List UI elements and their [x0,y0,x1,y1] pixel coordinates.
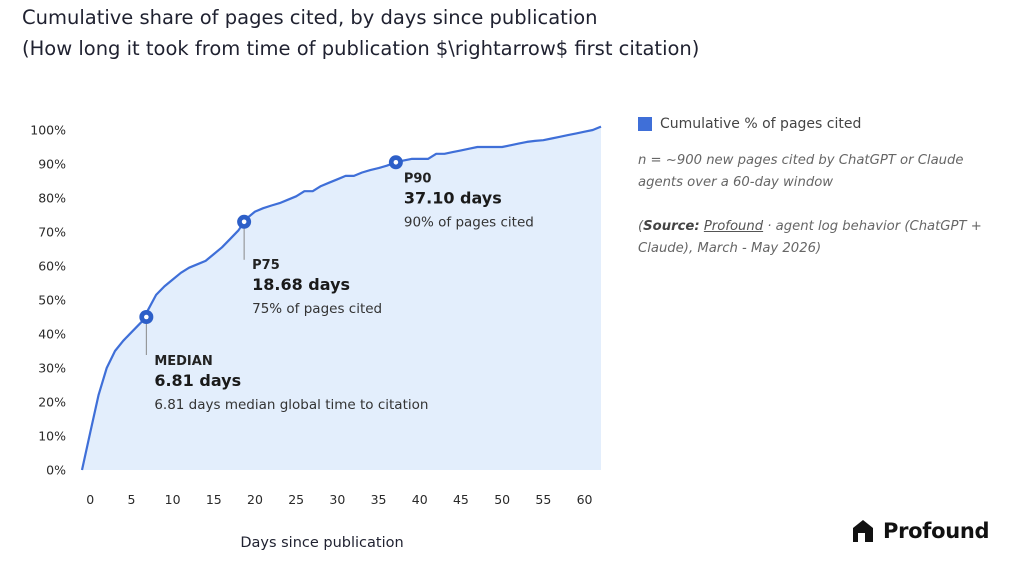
annotation-description: 75% of pages cited [252,301,382,317]
annotation-value: 18.68 days [252,275,350,294]
x-tick-label: 50 [494,492,510,507]
x-tick-label: 45 [453,492,469,507]
y-tick-label: 100% [30,123,66,138]
x-tick-label: 5 [127,492,135,507]
x-tick-label: 30 [329,492,345,507]
tick-layer: 0% 10% 20% 30% 40% 50% 60% 70% 80% 90% 100% 0 5 10 15 2… [30,123,592,508]
annotation-description: 90% of pages cited [404,214,534,230]
x-tick-label: 0 [86,492,94,507]
legend-label: Cumulative % of pages cited [660,116,862,132]
x-tick-label: 40 [412,492,428,507]
annotation-label: P75 [252,258,280,273]
annotation-label: P90 [404,171,432,186]
x-tick-label: 15 [206,492,222,507]
legend: Cumulative % of pages cited [638,116,861,132]
series-line [80,125,602,471]
annotation-description: 6.81 days median global time to citation [154,397,428,413]
sample-note: n = ~900 new pages cited by ChatGPT or C… [638,153,964,190]
x-tick-label: 20 [247,492,263,507]
annotation-marker-center [144,314,149,320]
annotation-marker-center [241,219,247,225]
annotation-marker-center [393,160,399,165]
y-tick-label: 60% [38,259,66,274]
x-tick-label: 25 [288,492,304,507]
source-label: Source: [643,219,700,234]
y-tick-label: 10% [38,429,66,444]
area-layer [80,125,602,471]
profound-logo-icon [853,520,873,542]
y-tick-label: 70% [38,225,66,240]
source-link[interactable]: Profound [703,219,764,234]
annotation-label: MEDIAN [154,354,212,369]
annotation-layer: MEDIAN 6.81 days 6.81 days median global t… [139,155,534,413]
legend-swatch [638,117,652,131]
y-tick-label: 0% [46,463,66,478]
area-fill [82,126,601,470]
y-tick-label: 40% [38,327,66,342]
y-tick-label: 90% [38,157,66,172]
chart-subtitle: (How long it took from time of publicati… [22,37,700,60]
y-tick-label: 50% [38,293,66,308]
source-detail: · agent log behavior (ChatGPT + Claude),… [638,219,982,256]
y-tick-label: 80% [38,191,66,206]
brand-name: Profound [883,519,990,543]
x-axis-title: Days since publication [240,535,403,551]
x-tick-label: 35 [371,492,387,507]
annotation-value: 6.81 days [154,371,241,390]
brand: Profound [851,519,990,543]
x-tick-label: 60 [577,492,593,507]
chart-title: Cumulative share of pages cited, by days… [22,6,598,29]
y-tick-label: 20% [38,395,66,410]
x-tick-label: 10 [165,492,181,507]
source-note: (Source: Profound · agent log behavior (… [638,219,982,256]
x-tick-label: 55 [535,492,551,507]
y-tick-label: 30% [38,361,66,376]
annotation-value: 37.10 days [404,188,502,207]
